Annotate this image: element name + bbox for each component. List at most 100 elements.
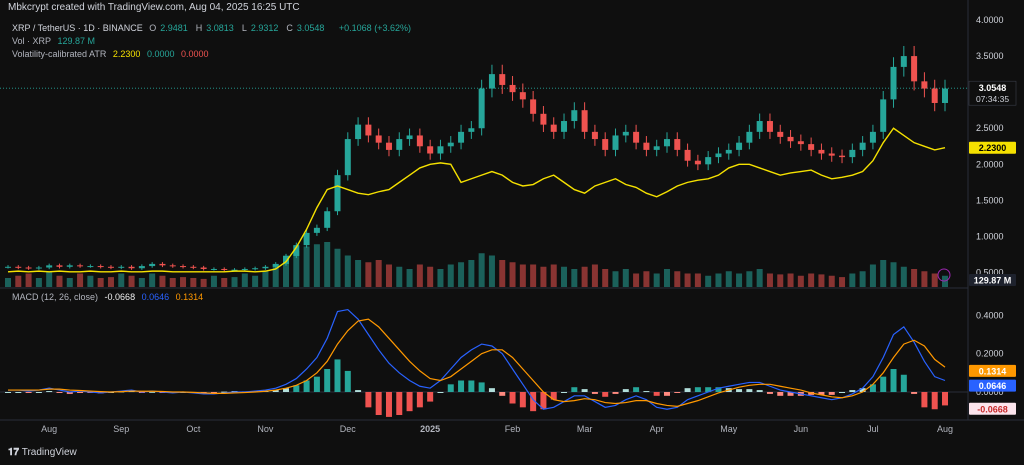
macd-hist-bar (530, 392, 537, 412)
candle-body (77, 265, 84, 267)
volume-bar (313, 244, 320, 287)
symbol-title[interactable]: XRP / TetherUS · 1D · BINANCE (12, 23, 143, 33)
macd-tick-label: 0.0000 (976, 387, 1004, 397)
volume-bar (488, 255, 495, 287)
macd-hist-bar (499, 392, 506, 396)
candle-body (241, 268, 248, 270)
candle-body (633, 131, 640, 143)
candle-body (766, 121, 773, 132)
candle-body (499, 74, 506, 85)
volume-bar (725, 271, 732, 287)
macd-hist-bar (46, 391, 53, 393)
volume-bar (643, 271, 650, 287)
volume-bar (509, 262, 516, 287)
macd-line-value: 0.0646 (141, 292, 170, 302)
macd-hist-bar (458, 380, 465, 392)
macd-hist-bar (674, 392, 681, 393)
candle-body (355, 124, 362, 140)
candle-body (365, 124, 372, 136)
volume-bar (663, 269, 670, 287)
candle-body (653, 146, 660, 150)
volume-bar (797, 275, 804, 287)
time-tick-label: Aug (937, 424, 953, 434)
volume-bar (355, 260, 362, 287)
atr-legend: Volatility-calibrated ATR 2.2300 0.0000 … (12, 49, 213, 59)
ohlc-l: L 2.9312 (241, 23, 279, 33)
macd-line (8, 308, 946, 410)
candle-body (396, 139, 403, 150)
signal-line (8, 318, 946, 407)
macd-hist-bar (550, 392, 557, 400)
volume-bar (241, 273, 248, 287)
volume-bar (818, 274, 825, 287)
signal-badge-box (969, 364, 1016, 377)
candle-body (808, 144, 815, 150)
macd-hist-bar (396, 392, 403, 415)
macd-tick-label: 0.4000 (976, 310, 1004, 320)
macd-hist-bar (221, 391, 228, 393)
macd-hist-bar (427, 392, 434, 402)
volume-bar (602, 269, 609, 287)
atr-line (7, 127, 946, 273)
time-tick-label: 2025 (420, 424, 440, 434)
atr-value-2: 0.0000 (146, 49, 175, 59)
volume-bar (684, 273, 691, 287)
price-badge-box (968, 80, 1017, 106)
price-tick-label: 1.5000 (976, 195, 1004, 205)
atr-badge-box (969, 141, 1016, 154)
trading-chart[interactable]: 4.00003.50003.00002.50002.00001.50001.00… (0, 0, 1024, 440)
created-by-header: Mbkcrypt created with TradingView.com, A… (8, 2, 300, 13)
volume-bar (56, 275, 63, 287)
candle-body (705, 157, 712, 165)
volume-bar (519, 264, 526, 287)
atr-label[interactable]: Volatility-calibrated ATR (12, 49, 107, 59)
macd-hist-bar (468, 380, 475, 392)
volume-bar (808, 273, 815, 287)
candle-body (694, 160, 701, 165)
candle-body (725, 149, 732, 154)
time-tick-label: Nov (257, 424, 274, 434)
macd-hist-bar (849, 390, 856, 392)
volume-bar (66, 278, 73, 287)
macd-hist-bar (591, 392, 598, 394)
volume-bar (200, 278, 207, 287)
macd-hist-bar (406, 392, 413, 412)
lightning-icon[interactable] (937, 268, 951, 282)
atr-value-1: 2.2300 (112, 49, 141, 59)
macd-hist-bar (416, 392, 423, 408)
macd-hist-value: -0.0668 (104, 292, 136, 302)
price-tick-label: 4.0000 (976, 15, 1004, 25)
macd-hist-bar (293, 385, 300, 392)
volume-bar (530, 264, 537, 287)
time-tick-label: Oct (186, 424, 201, 434)
volume-bar (416, 264, 423, 287)
volume-bar (478, 253, 485, 287)
candle-body (540, 113, 547, 125)
volume-bar (221, 278, 228, 287)
candle-body (602, 139, 609, 150)
candle-body (674, 139, 681, 150)
time-tick-label: Jun (794, 424, 809, 434)
volume-label[interactable]: Vol · XRP (12, 36, 52, 46)
time-tick-label: Feb (505, 424, 521, 434)
candle-body (324, 211, 331, 228)
volume-bar (272, 264, 279, 287)
volume-bar (787, 273, 794, 287)
time-tick-label: Sep (113, 424, 129, 434)
volume-bar (900, 266, 907, 287)
volume-bar (169, 278, 176, 287)
candle-body (56, 265, 63, 267)
macd-hist-bar (900, 374, 907, 392)
candle-body (839, 155, 846, 158)
volume-bar (25, 273, 32, 287)
macd-label[interactable]: MACD (12, 26, close) (12, 292, 99, 302)
candle-body (159, 263, 166, 266)
macd-hist-bar (890, 369, 897, 392)
candle-body (849, 149, 856, 158)
macd-hist-bar (303, 380, 310, 392)
candle-body (931, 88, 938, 103)
volume-bar (694, 273, 701, 287)
candle-body (375, 135, 382, 143)
price-badge: 3.0548 (979, 83, 1007, 93)
volume-bar (766, 273, 773, 287)
